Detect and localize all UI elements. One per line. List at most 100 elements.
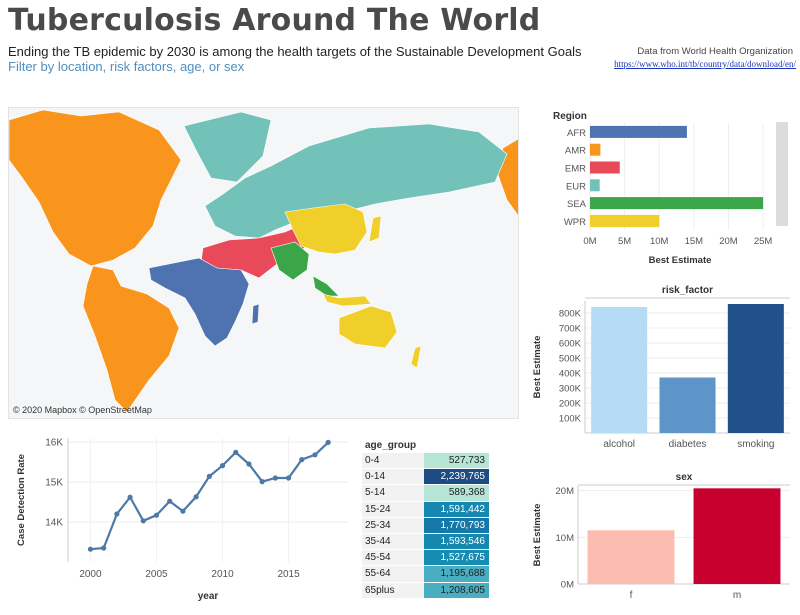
case-detection-point[interactable] [312, 452, 318, 458]
map-region-wpr[interactable] [368, 215, 382, 243]
region-bar[interactable] [590, 214, 660, 227]
age-group-row[interactable]: 0-4 527,733 [362, 453, 489, 470]
age-group-label: 0-14 [362, 469, 424, 485]
risk-factor-category-label: alcohol [603, 439, 635, 450]
age-group-row[interactable]: 55-64 1,195,688 [362, 566, 489, 583]
case-detection-x-label: year [198, 591, 219, 602]
case-detection-point[interactable] [325, 439, 331, 445]
sex-y-tick: 20M [556, 486, 575, 497]
case-detection-x-tick: 2015 [277, 569, 300, 580]
risk-factor-y-tick: 400K [559, 369, 582, 380]
case-detection-point[interactable] [127, 494, 133, 500]
region-title: Region [553, 111, 587, 122]
region-category-label: EUR [566, 181, 586, 192]
case-detection-point[interactable] [167, 498, 173, 504]
case-detection-line [90, 441, 329, 551]
case-detection-point[interactable] [246, 461, 252, 467]
case-detection-point[interactable] [272, 475, 278, 481]
source-label: Data from World Health Organization [637, 46, 793, 57]
case-detection-x-tick: 2010 [211, 569, 234, 580]
world-map[interactable]: © 2020 Mapbox © OpenStreetMap [8, 107, 519, 419]
sex-title: sex [676, 472, 693, 483]
risk-factor-y-tick: 800K [559, 309, 582, 320]
map-region-afr[interactable] [148, 257, 250, 347]
case-detection-x-tick: 2005 [145, 569, 168, 580]
age-group-row[interactable]: 25-34 1,770,793 [362, 517, 489, 534]
risk-factor-bar[interactable] [727, 304, 784, 433]
age-group-row[interactable]: 5-14 589,368 [362, 485, 489, 502]
age-group-label: 65plus [362, 582, 424, 598]
age-group-label: 25-34 [362, 517, 424, 533]
age-group-value: 1,208,605 [424, 582, 489, 598]
risk-factor-y-tick: 300K [559, 384, 582, 395]
case-detection-point[interactable] [140, 518, 146, 524]
sex-bar[interactable] [587, 530, 675, 584]
case-detection-y-label: Case Detection Rate [16, 454, 27, 546]
case-detection-point[interactable] [114, 511, 120, 517]
region-bar[interactable] [590, 179, 600, 192]
case-detection-point[interactable] [193, 494, 199, 500]
risk-factor-bar[interactable] [591, 307, 648, 433]
region-x-tick: 0M [583, 236, 596, 247]
dashboard-title: Tuberculosis Around The World [8, 3, 541, 38]
map-region-wpr[interactable] [410, 345, 422, 369]
map-region-amr[interactable] [82, 265, 180, 413]
sex-y-tick: 0M [561, 580, 574, 591]
age-group-value: 589,368 [424, 485, 489, 501]
world-map-canvas[interactable] [9, 108, 519, 419]
region-category-label: WPR [564, 217, 586, 228]
map-region-afr[interactable] [251, 303, 260, 325]
risk-factor-bar[interactable] [659, 377, 716, 434]
map-region-sea[interactable] [312, 275, 340, 297]
source-link[interactable]: https://www.who.int/tb/country/data/down… [614, 59, 796, 69]
region-bar[interactable] [590, 197, 764, 210]
region-chart[interactable]: Region 0M 5M 10M 15M 20M 25M AFR AMR EMR EUR SEA WPR… [548, 105, 798, 263]
sex-bar[interactable] [693, 488, 781, 584]
case-detection-point[interactable] [285, 475, 292, 481]
age-group-label: 5-14 [362, 485, 424, 501]
case-detection-point[interactable] [259, 479, 265, 485]
sex-chart[interactable]: sex 0M 10M 20M f m Best Estimate [530, 470, 792, 610]
risk-factor-category-label: smoking [737, 439, 774, 450]
region-bar[interactable] [590, 143, 601, 156]
case-detection-point[interactable] [180, 508, 186, 514]
region-x-tick: 15M [685, 236, 704, 247]
map-region-wpr[interactable] [338, 305, 398, 349]
age-group-label: 15-24 [362, 501, 424, 517]
map-region-eur[interactable] [183, 111, 272, 183]
case-detection-chart[interactable]: 14K 15K 16K 2000 2005 2010 2015 year Case Detect… [10, 435, 350, 605]
sex-y-tick: 10M [556, 533, 575, 544]
age-group-row[interactable]: 15-24 1,591,442 [362, 501, 489, 518]
age-group-value: 1,593,546 [424, 533, 489, 550]
filter-hint: Filter by location, risk factors, age, o… [8, 59, 245, 74]
map-region-wpr[interactable] [322, 293, 372, 307]
region-bar[interactable] [590, 125, 687, 138]
age-group-value: 1,195,688 [424, 566, 489, 582]
risk-factor-title: risk_factor [662, 285, 713, 296]
case-detection-point[interactable] [87, 546, 94, 552]
case-detection-point[interactable] [299, 457, 305, 463]
age-group-row[interactable]: 45-54 1,527,675 [362, 550, 489, 567]
case-detection-point[interactable] [219, 463, 226, 469]
region-x-label: Best Estimate [649, 255, 712, 263]
region-category-label: AFR [567, 128, 586, 139]
age-group-row[interactable]: 35-44 1,593,546 [362, 533, 489, 551]
age-group-row[interactable]: 65plus 1,208,605 [362, 582, 489, 599]
region-scrollbar[interactable] [776, 122, 788, 226]
region-bar[interactable] [590, 161, 620, 174]
risk-factor-chart[interactable]: risk_factor 100K 200K 300K 400K 500K 600K 700K 8… [530, 283, 792, 455]
case-detection-point[interactable] [233, 449, 239, 455]
region-x-tick: 20M [719, 236, 738, 247]
case-detection-point[interactable] [101, 545, 107, 551]
map-region-eur[interactable] [204, 123, 508, 239]
map-region-sea[interactable] [270, 241, 310, 281]
case-detection-y-tick: 15K [45, 478, 63, 489]
case-detection-point[interactable] [153, 512, 160, 518]
age-group-row[interactable]: 0-14 2,239,765 [362, 469, 489, 486]
age-group-table[interactable]: age_group 0-4 527,733 0-14 2,239,765 5-14 589… [362, 439, 489, 599]
age-group-label: 0-4 [362, 453, 424, 469]
map-region-wpr[interactable] [284, 203, 368, 255]
map-region-amr[interactable] [9, 109, 182, 267]
case-detection-point[interactable] [206, 473, 212, 479]
region-category-label: AMR [565, 146, 586, 157]
